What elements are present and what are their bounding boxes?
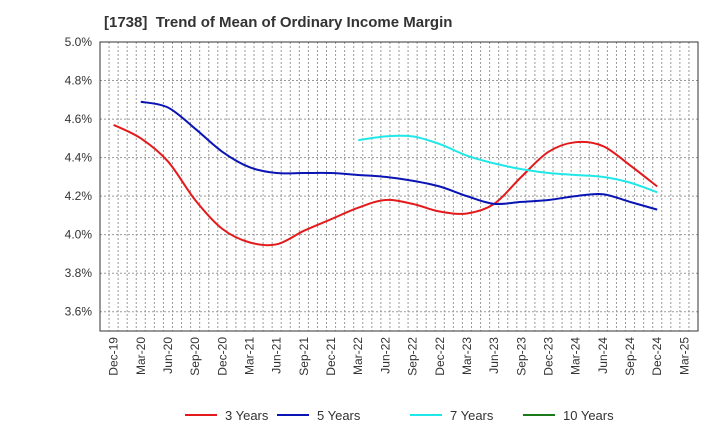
y-tick-label: 4.4% <box>65 151 93 165</box>
x-tick-label: Mar-20 <box>134 337 148 375</box>
series-line-7-years <box>358 134 658 194</box>
series-line-3-years <box>113 123 658 247</box>
y-axis-ticks: 5.0% 4.8% 4.6% 4.4% 4.2% 4.0% 3.8% 3.6% <box>65 35 93 319</box>
x-tick-label: Jun-23 <box>487 337 501 374</box>
x-tick-label: Sep-24 <box>623 337 637 376</box>
legend-label: 5 Years <box>317 408 361 423</box>
x-tick-label: Dec-22 <box>433 337 447 376</box>
x-tick-label: Mar-24 <box>569 337 583 375</box>
x-tick-label: Mar-22 <box>351 337 365 375</box>
y-tick-label: 3.8% <box>65 266 93 280</box>
chart-title: [1738] Trend of Mean of Ordinary Income … <box>104 14 453 31</box>
grid-lines <box>100 41 698 331</box>
legend-label: 7 Years <box>450 408 494 423</box>
y-tick-label: 5.0% <box>65 35 93 49</box>
legend: 3 Years 5 Years 7 Years 10 Years <box>185 408 614 423</box>
x-tick-label: Sep-23 <box>514 337 528 376</box>
x-tick-label: Mar-25 <box>677 337 691 375</box>
series-lines <box>113 100 658 247</box>
x-tick-label: Dec-19 <box>107 337 121 376</box>
legend-label: 10 Years <box>563 408 614 423</box>
plot-frame <box>99 41 699 332</box>
x-tick-label: Jun-22 <box>378 337 392 374</box>
x-tick-label: Dec-21 <box>324 337 338 376</box>
series-line-5-years <box>140 100 658 211</box>
y-tick-label: 3.6% <box>65 305 93 319</box>
y-tick-label: 4.2% <box>65 189 93 203</box>
x-tick-label: Jun-21 <box>270 337 284 374</box>
x-tick-label: Sep-20 <box>188 337 202 376</box>
x-tick-label: Dec-24 <box>650 337 664 376</box>
x-tick-label: Jun-24 <box>596 337 610 374</box>
x-tick-label: Dec-23 <box>542 337 556 376</box>
y-tick-label: 4.8% <box>65 74 93 88</box>
x-tick-label: Mar-21 <box>243 337 257 375</box>
x-tick-label: Dec-20 <box>215 337 229 376</box>
x-tick-label: Sep-21 <box>297 337 311 376</box>
x-axis-ticks: Dec-19 Mar-20 Jun-20 Sep-20 Dec-20 Mar-21 Jun-… <box>107 337 692 376</box>
x-tick-label: Mar-23 <box>460 337 474 375</box>
x-tick-label: Sep-22 <box>406 337 420 376</box>
y-tick-label: 4.0% <box>65 228 93 242</box>
legend-label: 3 Years <box>225 408 269 423</box>
y-tick-label: 4.6% <box>65 112 93 126</box>
x-tick-label: Jun-20 <box>161 337 175 374</box>
